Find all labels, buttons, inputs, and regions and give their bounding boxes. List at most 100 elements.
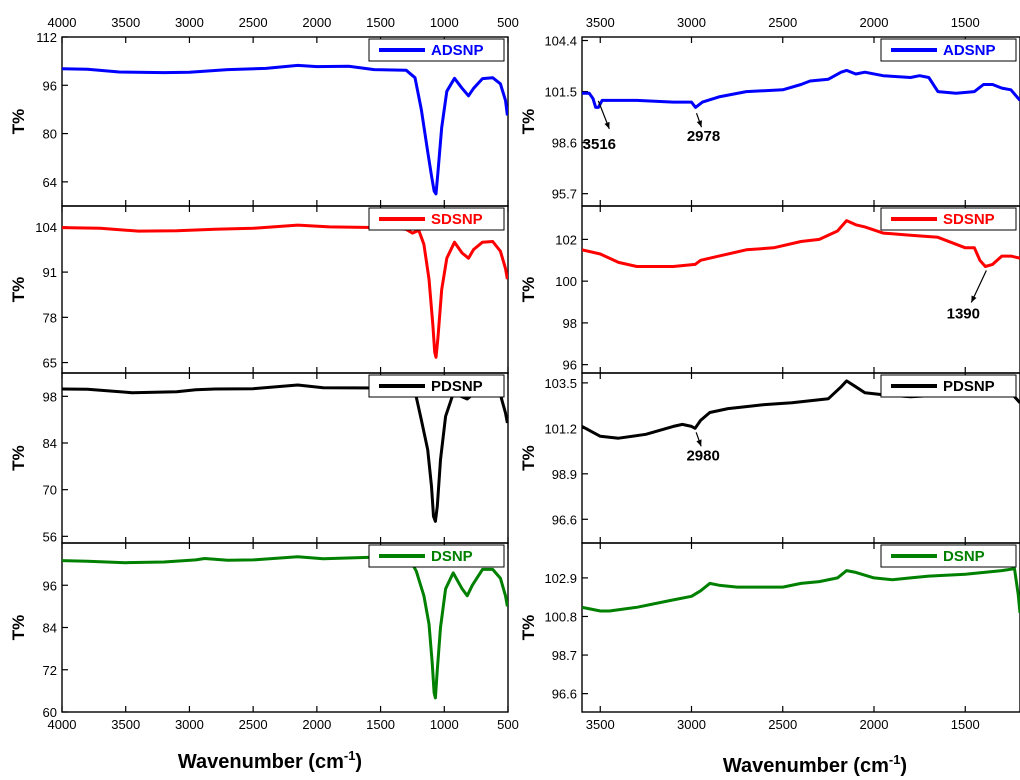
series-line-pdsnp [62, 385, 507, 522]
y-axis-label: T% [519, 615, 538, 641]
left-bottom-x-tick-label: 4000 [48, 717, 77, 732]
left-top-x-tick-label: 2000 [302, 15, 331, 30]
y-tick-label: 98.6 [552, 136, 577, 151]
left-bottom-x-tick-label: 2000 [302, 717, 331, 732]
right-top-x-tick-label: 2000 [860, 15, 889, 30]
annotation-label: 2978 [687, 128, 720, 145]
y-axis-label: T% [9, 615, 28, 641]
y-tick-label: 100 [555, 274, 577, 289]
y-tick-label: 96.6 [552, 687, 577, 702]
y-tick-label: 96 [563, 358, 577, 373]
panel-frame [582, 373, 1020, 543]
y-tick-label: 98 [563, 316, 577, 331]
y-tick-label: 104 [35, 220, 57, 235]
left-bottom-x-tick-label: 500 [497, 717, 519, 732]
y-tick-label: 72 [43, 663, 57, 678]
y-tick-label: 84 [43, 621, 57, 636]
legend-label: ADSNP [943, 42, 996, 59]
y-axis-label: T% [9, 445, 28, 471]
legend-label: PDSNP [943, 378, 995, 395]
y-tick-label: 78 [43, 310, 57, 325]
left-bottom-x-tick-label: 3000 [175, 717, 204, 732]
panel-right-4: 102.9 100.8 98.7 96.6 T% DSNP [519, 543, 1020, 712]
y-tick-label: 56 [43, 529, 57, 544]
y-tick-label: 100.8 [544, 609, 577, 624]
left-top-x-tick-label: 1500 [366, 15, 395, 30]
panel-right-3: 103.5 101.2 98.9 96.6 T% PDSNP 2980 [519, 373, 1020, 543]
y-tick-label: 112 [36, 30, 57, 45]
y-axis-label: T% [9, 277, 28, 303]
y-tick-label: 96 [43, 78, 57, 93]
y-tick-label: 101.5 [544, 85, 577, 100]
left-bottom-x-tick-label: 3500 [111, 717, 140, 732]
y-tick-label: 98.7 [552, 648, 577, 663]
right-bottom-x-tick-label: 2500 [768, 717, 797, 732]
left-top-x-tick-label: 3500 [111, 15, 140, 30]
y-tick-label: 65 [43, 356, 57, 371]
left-top-x-tick-label: 3000 [175, 15, 204, 30]
panel-right-1: 104.4 101.5 98.6 95.7 T% ADSNP 3516 2978 [519, 34, 1020, 206]
legend-label: ADSNP [431, 42, 484, 59]
annotation-arrowhead [604, 122, 609, 129]
y-axis-label: T% [519, 277, 538, 303]
right-x-axis-label: Wavenumber (cm-1) [723, 752, 907, 777]
y-tick-label: 84 [43, 436, 57, 451]
left-top-x-tick-label: 4000 [48, 15, 77, 30]
legend-label: SDSNP [431, 211, 483, 228]
series-line-adsnp [582, 70, 1020, 107]
right-bottom-x-tick-label: 3500 [586, 717, 615, 732]
panel-left-3: 98 84 70 56 T% PDSNP [9, 373, 508, 544]
y-tick-label: 104.4 [544, 34, 577, 49]
y-tick-label: 102.9 [544, 571, 577, 586]
right-top-x-tick-label: 2500 [768, 15, 797, 30]
right-top-x-tick-label: 3000 [677, 15, 706, 30]
y-axis-label: T% [519, 109, 538, 135]
right-top-x-tick-label: 1500 [951, 15, 980, 30]
y-tick-label: 98.9 [552, 467, 577, 482]
annotation-label: 3516 [583, 136, 616, 153]
y-tick-label: 96 [43, 578, 57, 593]
y-axis-label: T% [519, 445, 538, 471]
left-bottom-x-tick-label: 1500 [366, 717, 395, 732]
legend-label: PDSNP [431, 378, 483, 395]
y-tick-label: 91 [43, 265, 57, 280]
annotation-label: 2980 [686, 447, 719, 464]
left-top-x-tick-label: 500 [497, 15, 519, 30]
y-tick-label: 102 [555, 232, 577, 247]
right-top-x-tick-label: 3500 [586, 15, 615, 30]
y-tick-label: 80 [43, 127, 57, 142]
y-tick-label: 103.5 [544, 376, 577, 391]
panel-frame [582, 206, 1020, 373]
legend-label: SDSNP [943, 211, 995, 228]
panel-left-4: 96 84 72 60 T% DSNP [9, 543, 508, 720]
series-line-adsnp [62, 65, 507, 194]
right-bottom-x-tick-label: 3000 [677, 717, 706, 732]
panel-left-2: 104 91 78 65 T% SDSNP [9, 206, 508, 373]
panel-left-1: 112 96 80 64 T% ADSNP [9, 30, 508, 206]
y-tick-label: 64 [43, 175, 57, 190]
series-line-dsnp [62, 556, 507, 698]
right-bottom-x-tick-label: 1500 [951, 717, 980, 732]
y-tick-label: 96.6 [552, 512, 577, 527]
y-axis-label: T% [9, 109, 28, 135]
left-bottom-x-tick-label: 2500 [239, 717, 268, 732]
series-line-sdsnp [62, 225, 507, 357]
left-top-x-tick-label: 1000 [430, 15, 459, 30]
legend-label: DSNP [943, 548, 985, 565]
panels: 112 96 80 64 T% ADSNP 104 91 78 65 T% SDSNP 98 84 70 56… [9, 15, 1020, 732]
series-line-dsnp [582, 569, 1020, 613]
annotation-arrowhead [696, 439, 701, 446]
annotation-label: 1390 [947, 306, 980, 323]
y-tick-label: 95.7 [552, 187, 577, 202]
y-tick-label: 98 [43, 389, 57, 404]
left-bottom-x-tick-label: 1000 [430, 717, 459, 732]
left-x-axis-label: Wavenumber (cm-1) [178, 748, 362, 773]
panel-frame [582, 543, 1020, 712]
annotation-arrowhead [697, 120, 702, 127]
panel-frame [582, 37, 1020, 206]
panel-right-2: 102 100 98 96 T% SDSNP 1390 [519, 206, 1020, 373]
y-tick-label: 70 [43, 483, 57, 498]
left-top-x-tick-label: 2500 [239, 15, 268, 30]
right-bottom-x-tick-label: 2000 [860, 717, 889, 732]
